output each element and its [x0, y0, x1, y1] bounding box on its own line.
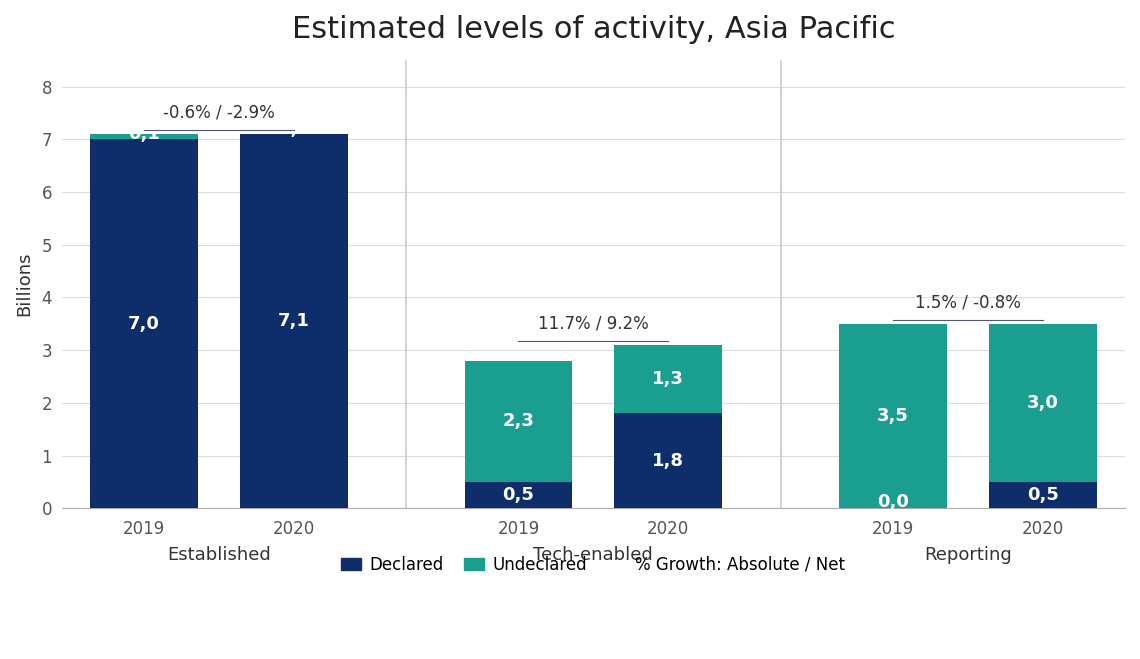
Bar	[239, 134, 348, 508]
Title: Estimated levels of activity, Asia Pacific: Estimated levels of activity, Asia Pacif…	[292, 15, 895, 44]
Bar	[464, 482, 572, 508]
Text: 3,5: 3,5	[877, 407, 909, 425]
Text: 11.7% / 9.2%: 11.7% / 9.2%	[538, 315, 649, 333]
Legend: Declared, Undeclared, % Growth: Absolute / Net: Declared, Undeclared, % Growth: Absolute…	[335, 549, 852, 581]
Text: 7,0: 7,0	[128, 315, 160, 333]
Text: 3,0: 3,0	[1027, 394, 1059, 412]
Text: 1,3: 1,3	[652, 370, 684, 388]
Text: 0,5: 0,5	[503, 486, 535, 504]
Text: 7,1: 7,1	[278, 312, 310, 330]
Text: -0.6% / -2.9%: -0.6% / -2.9%	[163, 104, 275, 122]
Text: Established: Established	[168, 546, 271, 564]
Text: Reporting: Reporting	[923, 546, 1011, 564]
Bar	[90, 139, 198, 508]
Bar	[614, 345, 722, 413]
Bar	[90, 134, 198, 139]
Text: Tech-enabled: Tech-enabled	[534, 546, 653, 564]
Text: 1,8: 1,8	[652, 452, 684, 470]
Text: 0,5: 0,5	[1027, 486, 1059, 504]
Text: 0,1: 0,1	[128, 125, 160, 143]
Y-axis label: Billions: Billions	[15, 252, 33, 316]
Bar	[988, 482, 1097, 508]
Bar	[839, 324, 947, 508]
Bar	[988, 324, 1097, 482]
Bar	[464, 360, 572, 482]
Text: 1.5% / -0.8%: 1.5% / -0.8%	[914, 294, 1020, 312]
Text: 0,0: 0,0	[278, 120, 310, 138]
Bar	[614, 413, 722, 508]
Text: 2,3: 2,3	[503, 413, 535, 430]
Text: 0,0: 0,0	[877, 493, 909, 511]
